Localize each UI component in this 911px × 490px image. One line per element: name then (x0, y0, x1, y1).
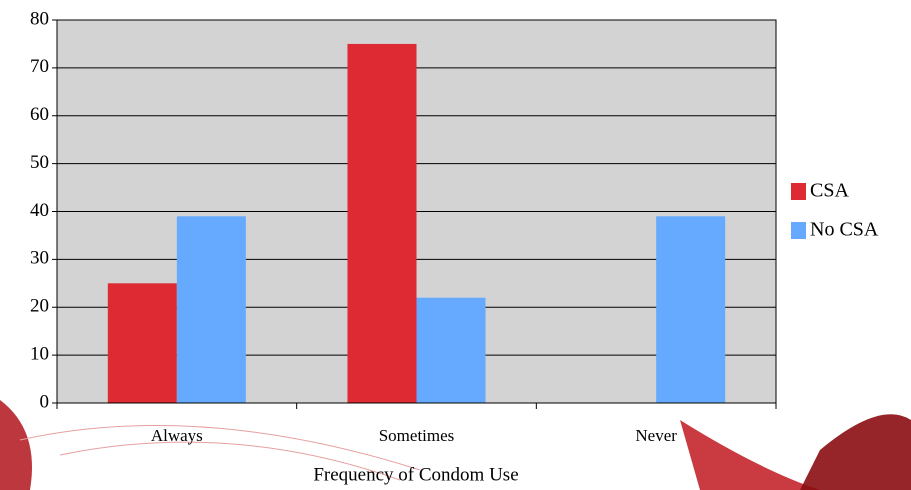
y-tick-label: 0 (40, 391, 50, 412)
x-tick-label: Always (151, 426, 203, 445)
bar (416, 297, 486, 403)
bar (176, 216, 246, 403)
y-tick-label: 20 (30, 296, 49, 317)
y-tick-label: 60 (30, 104, 49, 125)
bar (347, 43, 417, 403)
bar (107, 283, 177, 403)
bar (656, 216, 726, 403)
legend-swatch (791, 183, 806, 200)
decoration (0, 400, 911, 490)
legend-label: No CSA (810, 219, 879, 241)
y-tick-label: 70 (30, 56, 49, 77)
x-axis-title: Frequency of Condom Use (313, 464, 518, 485)
x-tick-label: Sometimes (379, 426, 455, 445)
y-tick-label: 30 (30, 248, 49, 269)
legend-swatch (791, 222, 806, 239)
x-tick-label: Never (635, 426, 677, 445)
y-tick-label: 50 (30, 152, 49, 173)
y-tick-label: 40 (30, 200, 49, 221)
y-tick-label: 10 (30, 343, 49, 364)
y-tick-label: 80 (30, 8, 49, 29)
legend-label: CSA (810, 180, 849, 202)
